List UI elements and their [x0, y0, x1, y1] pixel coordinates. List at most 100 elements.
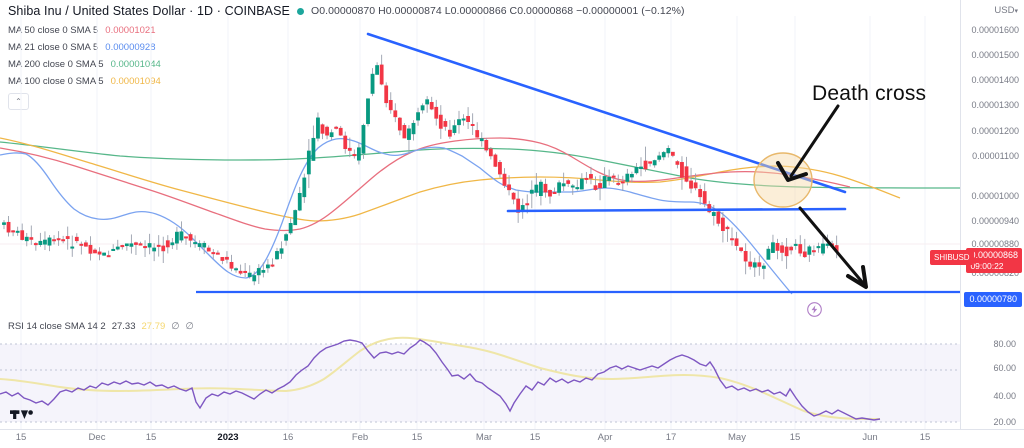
highlight-ellipse: [753, 152, 813, 208]
legend-label: MA 21 close 0 SMA 5: [8, 42, 99, 53]
candle-body: [156, 244, 161, 247]
candle-body: [165, 240, 170, 248]
price-level-badge[interactable]: 0.00000780: [964, 292, 1022, 307]
candle-body: [707, 204, 712, 213]
candle-body: [475, 130, 480, 138]
time-tick: 2023: [217, 432, 239, 443]
legend-row-ma21[interactable]: MA 21 close 0 SMA 5 0.00000928: [8, 39, 161, 56]
rsi-legend[interactable]: RSI 14 close SMA 14 2 27.33 27.79 ∅ ∅: [8, 321, 194, 332]
candle-body: [179, 231, 184, 241]
candle-body: [548, 190, 552, 197]
legend-collapse-button[interactable]: ⌃: [8, 93, 29, 110]
candle-body: [470, 123, 475, 126]
tradingview-logo[interactable]: [10, 404, 36, 421]
candle-body: [393, 110, 398, 118]
trendline-drawings[interactable]: [196, 32, 1024, 294]
rsi-band-lines: [0, 343, 960, 423]
last-price-badge[interactable]: 0.00000868 09:00:22: [966, 248, 1022, 273]
candle-body: [220, 257, 225, 261]
candle-body: [143, 246, 147, 249]
candle-body: [97, 251, 102, 255]
candle-body: [780, 245, 784, 253]
candle-body: [711, 212, 716, 216]
candle-body: [284, 234, 289, 241]
rsi-axis[interactable]: 80.00 60.00 40.00 20.00: [960, 330, 1024, 448]
descending-resistance-trendline: [366, 32, 847, 194]
price-tick: 0.00001200: [971, 126, 1019, 136]
legend-label: MA 100 close 0 SMA 5: [8, 76, 104, 87]
time-axis[interactable]: 15 Dec 15 2023 16 Feb 15 Mar 15 Apr 17 May 15 Jun 15: [0, 429, 1024, 448]
candle-body: [498, 162, 502, 175]
candle-body: [152, 247, 157, 252]
candle-body: [634, 167, 639, 174]
candle-body: [816, 246, 821, 249]
candle-body: [65, 236, 70, 239]
candle-body: [184, 236, 188, 239]
candle-body: [488, 148, 493, 157]
symbol-title[interactable]: Shiba Inu / United States Dollar · 1D · …: [8, 4, 290, 18]
time-tick: Apr: [597, 432, 613, 443]
candle-body: [197, 243, 202, 247]
ma100-line: [0, 137, 901, 222]
candle-body: [443, 121, 448, 127]
candle-body: [720, 217, 725, 231]
legend-row-ma200[interactable]: MA 200 close 0 SMA 5 0.00001044: [8, 56, 161, 73]
legend-row-ma50[interactable]: MA 50 close 0 SMA 5 0.00001021: [8, 22, 161, 39]
time-tick: 15: [919, 432, 931, 443]
candle-body: [484, 139, 489, 151]
candle-body: [147, 243, 152, 248]
candle-body: [757, 262, 762, 267]
candle-body: [193, 242, 198, 245]
candle-body: [830, 243, 835, 246]
candle-body: [74, 236, 79, 242]
candle-body: [479, 138, 484, 142]
candle-body: [329, 132, 334, 138]
candle-body: [20, 230, 25, 240]
lightning-alert-icon[interactable]: [806, 301, 823, 318]
rsi-tick: 80.00: [993, 339, 1016, 349]
candle-body: [684, 166, 689, 182]
candle-body: [302, 177, 307, 198]
ma21-line: [0, 137, 793, 295]
ma200-line: [0, 141, 960, 189]
live-dot-icon: [297, 7, 304, 15]
candle-body: [366, 98, 370, 125]
horizontal-wedge-support: [506, 207, 847, 213]
candle-body: [447, 129, 452, 137]
legend-label: MA 200 close 0 SMA 5: [8, 59, 104, 70]
currency-label: USD: [994, 5, 1015, 16]
candle-body: [370, 73, 375, 94]
candle-body: [520, 205, 525, 211]
candle-body: [24, 236, 29, 242]
candle-body: [134, 242, 138, 245]
time-tick: Feb: [351, 432, 369, 443]
candle-body: [716, 211, 721, 224]
rsi-legend-title: RSI 14 close SMA 14 2: [8, 321, 106, 332]
candle-body: [388, 100, 393, 111]
time-tick: 16: [282, 432, 294, 443]
candle-body: [352, 154, 357, 157]
legend-row-ma100[interactable]: MA 100 close 0 SMA 5 0.00001094: [8, 73, 161, 90]
candle-body: [661, 152, 666, 158]
candle-body: [375, 65, 380, 75]
candle-body: [93, 249, 97, 254]
candle-body: [124, 243, 129, 247]
candle-body: [507, 184, 511, 191]
candle-body: [775, 242, 780, 251]
candle-body: [115, 246, 120, 250]
candle-body: [643, 160, 648, 170]
candle-body: [698, 189, 703, 198]
candle-body: [680, 162, 684, 178]
candle-body: [784, 246, 789, 257]
time-tick: 15: [789, 432, 801, 443]
price-axis[interactable]: USD▾ 0.00001600 0.00001500 0.00001400 0.…: [960, 0, 1024, 330]
legend-value: 0.00001094: [110, 76, 161, 87]
currency-selector[interactable]: USD▾: [994, 5, 1018, 16]
axis-divider: [0, 429, 1024, 430]
candle-body: [52, 239, 56, 242]
candle-body: [402, 125, 407, 139]
time-tick: 15: [15, 432, 27, 443]
candle-body: [461, 118, 466, 121]
candle-body: [343, 135, 348, 150]
